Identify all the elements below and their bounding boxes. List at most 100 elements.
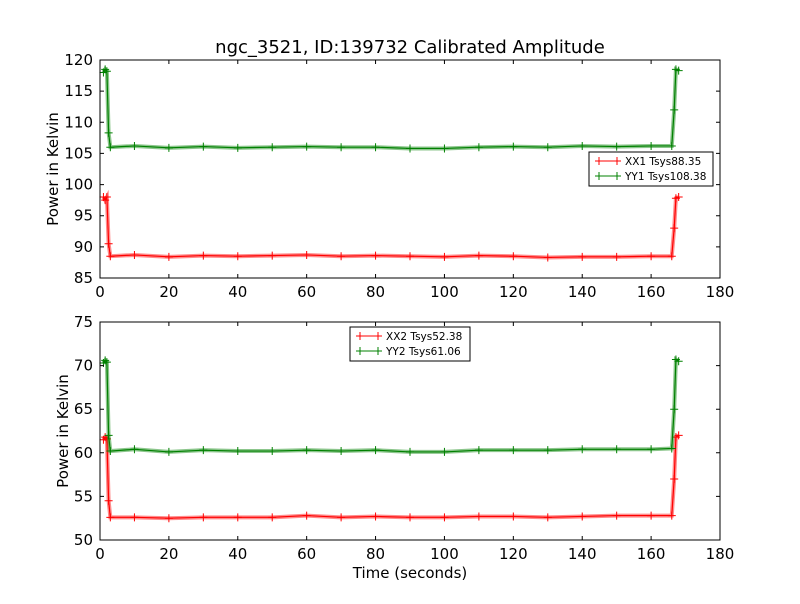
data-point [102, 67, 111, 76]
data-point [199, 142, 208, 151]
y-tick-label: 55 [74, 487, 93, 505]
legend-box [349, 326, 471, 362]
y-tick-label: 120 [64, 51, 93, 69]
data-point [647, 511, 656, 520]
data-point [102, 358, 111, 367]
data-point [670, 224, 679, 233]
legend-label: YY2 Tsys61.06 [385, 346, 461, 358]
y-tick-label: 85 [74, 269, 93, 287]
x-tick-label: 20 [159, 283, 178, 301]
data-point [667, 511, 676, 520]
data-point [647, 141, 656, 150]
legend-swatch [356, 347, 382, 355]
x-axis-label: Time (seconds) [352, 564, 468, 582]
data-point [509, 252, 518, 261]
data-point [578, 445, 587, 454]
x-tick-label: 160 [637, 283, 666, 301]
data-point [670, 105, 679, 114]
subplot-2: Time (seconds) Power in Kelvin 0 20 40 60 80 10… [54, 313, 734, 582]
data-point [302, 142, 311, 151]
data-point [104, 239, 113, 248]
y-axis-label: Power in Kelvin [44, 112, 62, 226]
data-point [670, 474, 679, 483]
data-point [440, 447, 449, 456]
data-point [674, 66, 683, 75]
x-tick-label: 180 [706, 545, 735, 563]
data-point [578, 512, 587, 521]
y-tick-label: 60 [74, 444, 93, 462]
data-point [233, 252, 242, 261]
data-point [406, 513, 414, 522]
x-tick-label: 160 [637, 545, 666, 563]
data-point [233, 513, 242, 522]
data-point [101, 65, 110, 74]
data-point [104, 431, 113, 440]
y-tick-label: 90 [74, 238, 93, 256]
data-point [164, 252, 173, 261]
y-tick-label: 115 [64, 82, 93, 100]
data-point [578, 141, 587, 150]
data-point [647, 252, 656, 261]
data-point [106, 252, 115, 261]
series-line-1 [102, 68, 679, 150]
y-tick-label: 105 [64, 144, 93, 162]
y-tick-label: 65 [74, 400, 93, 418]
data-point [337, 143, 346, 152]
data-point [104, 496, 113, 505]
y-tick-label: 70 [74, 357, 93, 375]
data-point [543, 446, 552, 455]
chart-title: ngc_3521, ID:139732 Calibrated Amplitude [215, 37, 605, 58]
data-point [302, 446, 311, 455]
legend-swatch [595, 172, 621, 180]
data-point [612, 142, 621, 151]
legend-swatch [356, 332, 382, 340]
data-point [371, 143, 380, 152]
data-point [647, 445, 656, 454]
data-point [337, 447, 346, 456]
x-tick-label: 0 [95, 545, 105, 563]
data-point [102, 193, 111, 202]
series-band-0 [101, 189, 680, 260]
x-tick-label: 140 [568, 283, 597, 301]
data-point [101, 356, 110, 365]
data-point [164, 447, 173, 456]
data-point [268, 513, 277, 522]
x-tick-label: 120 [499, 545, 528, 563]
x-tick-label: 20 [159, 545, 178, 563]
data-point [106, 143, 115, 152]
data-point [674, 193, 683, 202]
legend: XX2 Tsys52.38 YY2 Tsys61.06 [349, 326, 471, 362]
subplot-1: ngc_3521, ID:139732 Calibrated Amplitude… [44, 37, 734, 301]
series-line-0 [102, 194, 679, 259]
data-point [130, 445, 139, 454]
data-point [509, 446, 518, 455]
data-point [509, 142, 518, 151]
x-tick-label: 40 [228, 545, 247, 563]
data-point [406, 252, 414, 261]
series-band-1 [101, 355, 680, 454]
y-tick-label: 50 [74, 531, 93, 549]
data-point [674, 431, 683, 440]
data-point [106, 447, 115, 456]
legend-label: XX1 Tsys88.35 [625, 156, 701, 168]
data-point [474, 446, 483, 455]
y-tick-label: 75 [74, 313, 93, 331]
data-point [268, 447, 277, 456]
data-point [670, 405, 679, 414]
data-point [474, 512, 483, 521]
data-point [371, 512, 380, 521]
data-point [302, 250, 311, 259]
data-point [509, 512, 518, 521]
data-point [406, 447, 414, 456]
data-point [199, 513, 208, 522]
data-point [440, 513, 449, 522]
data-point [543, 513, 552, 522]
data-point [268, 143, 277, 152]
x-tick-label: 180 [706, 283, 735, 301]
y-tick-label: 100 [64, 176, 93, 194]
data-point [199, 251, 208, 260]
series-band-1 [101, 65, 680, 151]
data-point [371, 446, 380, 455]
y-tick-label: 95 [74, 207, 93, 225]
